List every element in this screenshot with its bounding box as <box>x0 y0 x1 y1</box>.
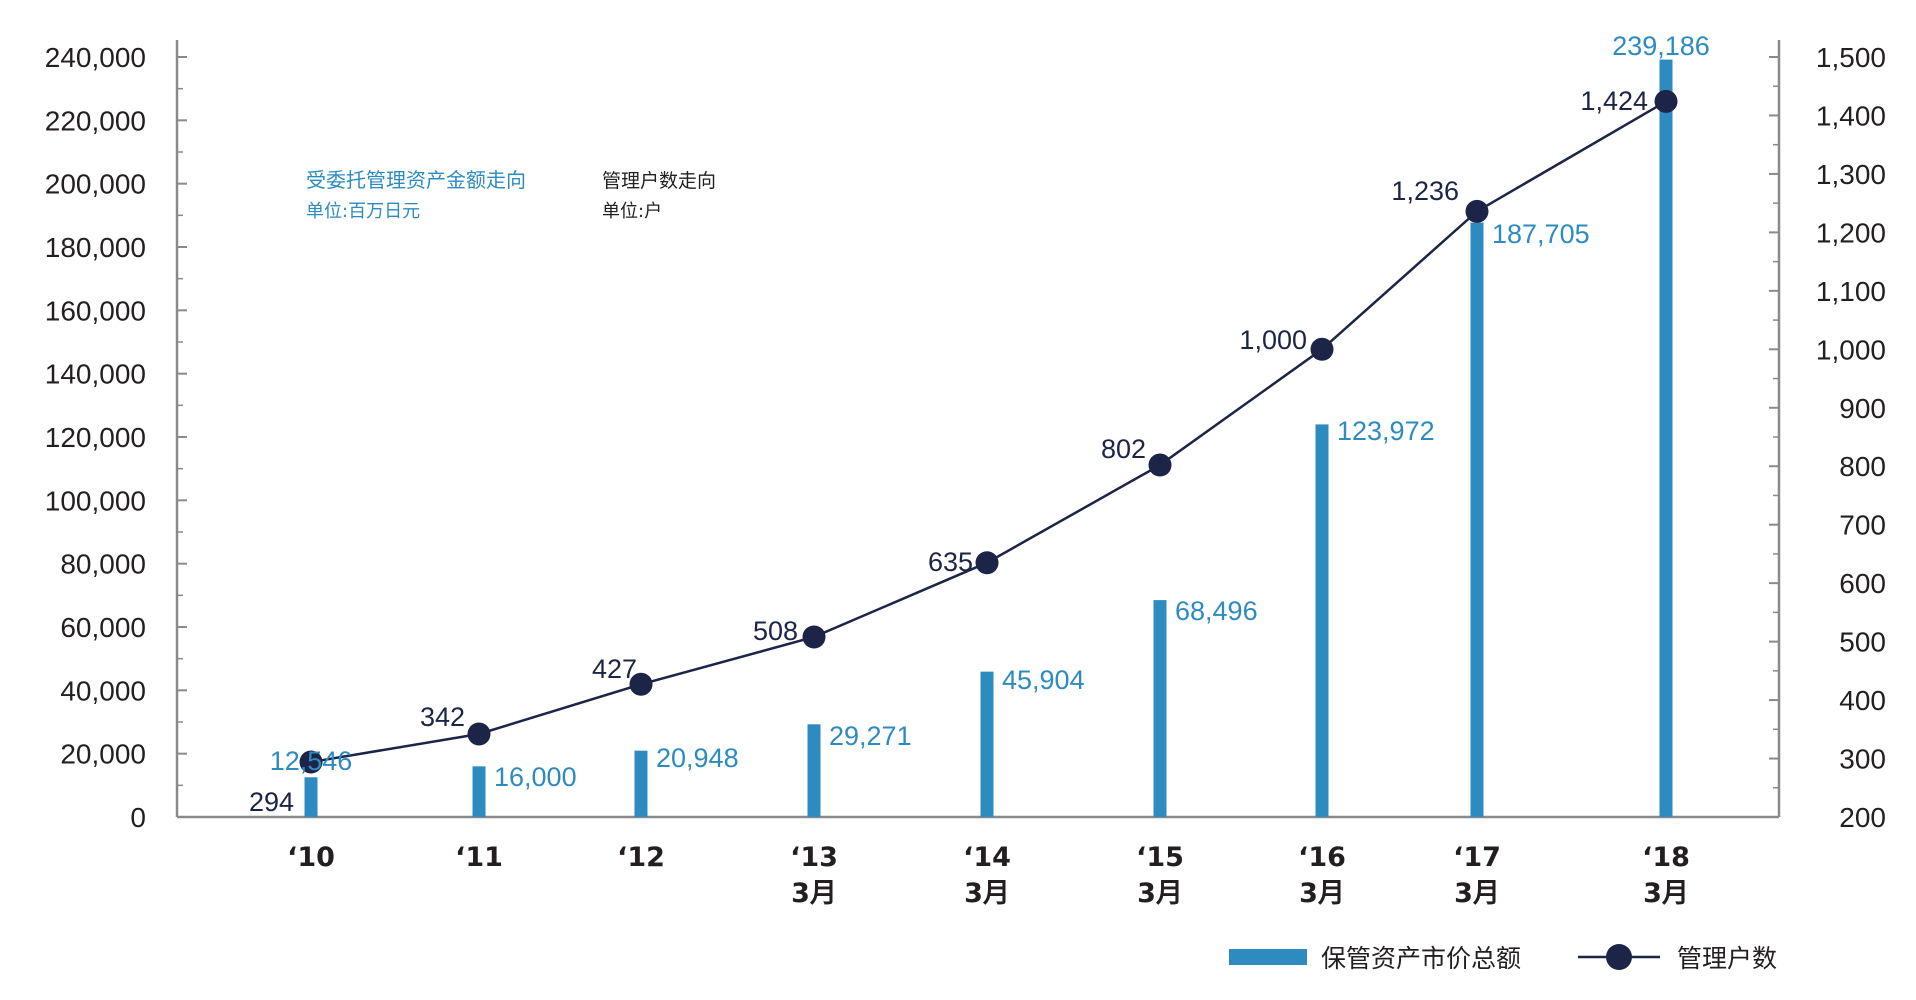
right-axis-tick-label: 1,200 <box>1816 217 1886 248</box>
x-axis-tick-label: ‘14 <box>963 842 1011 873</box>
left-axis-tick-label: 180,000 <box>45 232 146 263</box>
line-point-2 <box>629 672 653 696</box>
legend-bar-label: 保管资产市价总额 <box>1321 944 1521 973</box>
right-axis-tick-label: 500 <box>1839 627 1886 658</box>
bar-value-label: 29,271 <box>829 721 912 751</box>
right-axis-tick-label: 1,300 <box>1816 159 1886 190</box>
line-value-label: 1,000 <box>1239 325 1307 355</box>
accounts-unit-annotation: 单位:户 <box>602 201 662 222</box>
bar-8 <box>1659 59 1673 818</box>
bar-value-label: 12,546 <box>270 746 353 776</box>
right-axis-tick-label: 800 <box>1839 451 1886 482</box>
bar-value-label: 239,186 <box>1612 31 1710 61</box>
bars-layer <box>304 59 1673 818</box>
left-axis-tick-label: 200,000 <box>45 169 146 200</box>
bar-value-label: 16,000 <box>494 762 577 792</box>
bar-value-label: 20,948 <box>656 743 739 773</box>
x-axis-tick-label: ‘11 <box>455 842 503 873</box>
accounts-line <box>310 100 1667 764</box>
x-axis-tick-label: 3月 <box>1454 878 1500 909</box>
x-axis-tick-label: ‘15 <box>1136 842 1184 873</box>
x-axis-tick-label: 3月 <box>791 878 837 909</box>
bar-value-label: 187,705 <box>1492 219 1590 249</box>
line-value-label: 1,236 <box>1391 176 1459 206</box>
right-axis-tick-label: 1,100 <box>1816 276 1886 307</box>
line-point-0 <box>299 750 323 774</box>
line-point-5 <box>1148 453 1172 477</box>
line-value-label: 342 <box>420 702 465 732</box>
line-point-7 <box>1465 199 1489 223</box>
axes-layer: 0 20,000 40,000 60,000 80,000 100,000 120,000 1… <box>45 40 1886 909</box>
x-axis-tick-label: ‘16 <box>1298 842 1346 873</box>
bar-value-label: 45,904 <box>1002 665 1085 695</box>
bar-2 <box>634 750 648 817</box>
left-axis-tick-label: 0 <box>130 802 146 833</box>
bar-4 <box>980 671 994 817</box>
left-axis-tick-label: 120,000 <box>45 422 146 453</box>
bar-5 <box>1153 600 1167 817</box>
bar-1 <box>472 766 486 817</box>
line-value-label: 802 <box>1101 434 1146 464</box>
x-axis-tick-label: ‘13 <box>790 842 838 873</box>
x-axis-tick-label: ‘18 <box>1642 842 1690 873</box>
legend: 保管资产市价总额 管理户数 <box>1229 944 1777 973</box>
line-point-1 <box>467 722 491 746</box>
line-value-label: 427 <box>592 654 637 684</box>
left-axis-tick-label: 100,000 <box>45 485 146 516</box>
legend-line-label: 管理户数 <box>1677 944 1777 973</box>
x-axis-tick-label: ‘12 <box>617 842 665 873</box>
right-axis-tick-label: 200 <box>1839 802 1886 833</box>
line-value-label: 294 <box>249 787 294 817</box>
right-axis-tick-label: 300 <box>1839 744 1886 775</box>
line-layer <box>299 89 1678 774</box>
right-axis-tick-label: 1,000 <box>1816 334 1886 365</box>
line-value-label: 635 <box>928 547 973 577</box>
left-axis-tick-label: 220,000 <box>45 105 146 136</box>
left-axis-tick-label: 60,000 <box>60 612 146 643</box>
bar-3 <box>807 724 821 817</box>
left-axis-tick-label: 140,000 <box>45 359 146 390</box>
x-axis-tick-label: 3月 <box>1299 878 1345 909</box>
bar-0 <box>304 777 318 817</box>
legend-line-marker-icon <box>1606 944 1632 970</box>
left-axis-tick-label: 240,000 <box>45 42 146 73</box>
labels-layer: 12,546 16,000 20,948 29,271 45,904 68,496 123,… <box>249 31 1710 817</box>
line-point-6 <box>1310 337 1334 361</box>
right-axis-tick-label: 700 <box>1839 510 1886 541</box>
left-axis-tick-label: 80,000 <box>60 549 146 580</box>
bar-value-label: 123,972 <box>1337 416 1435 446</box>
bar-value-label: 68,496 <box>1175 596 1258 626</box>
right-axis-tick-label: 1,400 <box>1816 100 1886 131</box>
assets-title-annotation: 受委托管理资产金额走向 <box>306 168 526 192</box>
line-point-8 <box>1654 89 1678 113</box>
assets-unit-annotation: 单位:百万日元 <box>306 201 420 222</box>
left-axis-tick-label: 20,000 <box>60 739 146 770</box>
left-axis-tick-label: 40,000 <box>60 675 146 706</box>
line-point-4 <box>975 551 999 575</box>
x-axis-tick-label: 3月 <box>964 878 1010 909</box>
annotation-group: 受委托管理资产金额走向 单位:百万日元 管理户数走向 单位:户 <box>306 168 716 222</box>
bar-6 <box>1315 424 1329 817</box>
right-axis-tick-label: 900 <box>1839 393 1886 424</box>
line-value-label: 508 <box>753 616 798 646</box>
right-axis-tick-label: 1,500 <box>1816 42 1886 73</box>
accounts-title-annotation: 管理户数走向 <box>602 170 716 192</box>
x-axis-tick-label: ‘17 <box>1453 842 1501 873</box>
legend-bar-swatch <box>1229 949 1307 965</box>
right-axis-tick-label: 600 <box>1839 568 1886 599</box>
left-axis-tick-label: 160,000 <box>45 295 146 326</box>
x-axis-tick-label: 3月 <box>1643 878 1689 909</box>
line-point-3 <box>802 625 826 649</box>
line-value-label: 1,424 <box>1580 86 1648 116</box>
right-axis-tick-label: 400 <box>1839 685 1886 716</box>
x-axis-tick-label: ‘10 <box>287 842 335 873</box>
x-axis-tick-label: 3月 <box>1137 878 1183 909</box>
bar-7 <box>1470 222 1484 817</box>
